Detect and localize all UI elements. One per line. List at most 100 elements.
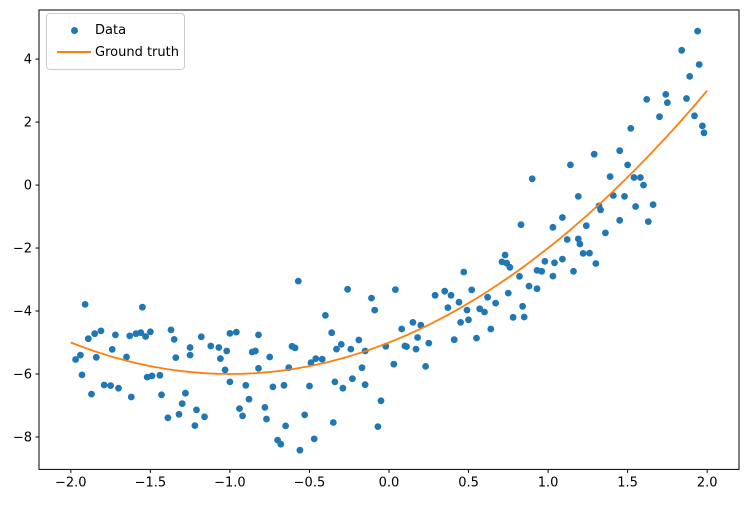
y-tick-label: −4 [13,305,32,320]
data-point [509,313,517,321]
data-point [322,312,329,319]
data-point [261,404,269,411]
data-point [97,327,105,335]
y-tick-label: −8 [13,430,32,445]
data-point [431,291,439,299]
data-point [263,415,270,423]
data-point [100,381,108,389]
data-point [517,221,525,229]
data-point [236,405,243,412]
data-point [242,381,250,389]
data-point [344,285,351,293]
data-point [551,259,558,267]
data-point [473,334,480,342]
data-point [78,371,86,379]
data-point [374,423,382,430]
data-point [81,301,89,308]
data-point [563,236,571,243]
data-point [310,435,318,443]
data-point [331,378,339,386]
x-tick-label: −1.5 [135,475,167,490]
legend-item-data: Data [53,19,174,41]
data-point [570,267,577,275]
data-point [538,267,546,275]
data-point [506,263,514,271]
data-point [215,344,223,351]
data-point [624,161,631,169]
data-point [559,214,566,221]
legend-item-ground-truth: Ground truth [53,41,179,63]
data-point [329,419,337,426]
data-point [269,383,277,391]
x-tick-label: −2.0 [55,475,87,490]
data-point [414,334,421,341]
data-point [616,147,624,155]
data-point [328,329,336,337]
y-tick-label: −6 [13,367,32,382]
data-point [77,351,84,359]
x-tick-label: 2.0 [697,475,718,490]
data-point [178,400,186,407]
data-point [245,395,253,403]
legend: Data Ground truth [46,13,185,70]
data-point [422,363,429,370]
data-point [347,345,355,353]
data-point [186,351,194,359]
y-tick-label: −2 [13,242,32,257]
data-point [377,397,385,405]
data-point [223,347,231,355]
data-point [574,193,582,200]
data-point [291,344,299,352]
legend-label-data: Data [95,22,127,38]
data-point [221,366,229,374]
data-point [627,124,635,132]
data-point [139,303,146,311]
data-point [637,174,644,181]
data-point [252,347,259,355]
data-point [294,277,302,285]
data-point [694,27,701,35]
y-tick-label: 0 [24,179,32,194]
data-point [597,206,604,214]
data-point [266,353,274,361]
data-point [142,333,150,340]
line-sample-icon [57,51,91,53]
data-point [582,222,590,230]
data-point [115,384,122,392]
data-point [255,331,262,339]
data-point [549,272,557,280]
data-point [88,390,95,398]
data-point [361,381,369,389]
x-tick-label: 1.5 [617,475,638,490]
data-point [232,328,240,336]
x-tick-label: 0.5 [458,475,479,490]
data-point [91,330,99,338]
data-point [371,306,379,314]
data-point [239,412,247,420]
data-point [72,356,79,363]
data-point [468,286,476,294]
data-point [504,289,512,297]
data-point [92,353,100,361]
data-point [403,343,410,350]
ground-truth-curve [70,90,708,375]
data-point [409,319,417,326]
data-point [465,316,472,324]
data-point [455,298,463,306]
data-point [164,414,172,422]
data-point [457,319,464,326]
data-point [339,384,347,392]
data-point [368,294,375,302]
data-point [277,440,285,448]
data-point [460,268,468,276]
y-tick-label: 4 [24,53,32,68]
data-point [282,422,289,430]
x-tick-label: −0.5 [294,475,326,490]
data-point [699,122,706,130]
data-point [463,306,471,314]
data-point [147,328,154,336]
data-point [576,240,584,248]
data-point [296,446,304,454]
